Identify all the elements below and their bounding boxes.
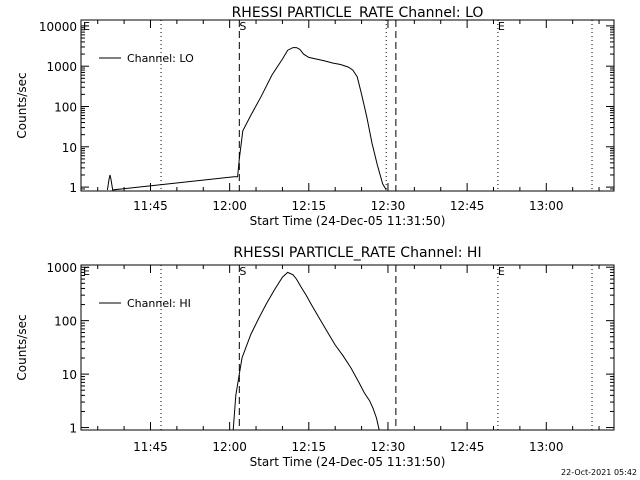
legend-entry: Channel: LO (127, 52, 194, 65)
y-tick-label: 1 (69, 422, 77, 436)
marker-label: S (239, 20, 246, 33)
marker-label: E (498, 265, 505, 278)
y-tick-label: 1 (69, 181, 77, 195)
lo-channel-chart: RHESSI PARTICLE_RATE Channel: LO 1 10 100 10… (15, 5, 615, 228)
y-tick-label: 1000 (46, 60, 77, 74)
start-marker-label: E (83, 20, 90, 33)
series-line (232, 271, 380, 431)
x-tick-label: 12:30 (371, 199, 406, 213)
x-tick-label: 13:00 (529, 199, 564, 213)
x-tick-label: 11:45 (133, 440, 168, 454)
y-tick-label: 10000 (39, 20, 77, 34)
x-tick-label: 12:45 (450, 440, 485, 454)
footer-timestamp: 22-Oct-2021 05:42 (561, 468, 637, 477)
plot-frame (80, 264, 615, 431)
x-tick-label: 12:15 (292, 440, 327, 454)
x-tick-label: 13:00 (529, 440, 564, 454)
x-axis-label: Start Time (24-Dec-05 11:31:50) (250, 455, 446, 469)
y-tick-label: 100 (54, 100, 77, 114)
legend-entry: Channel: HI (127, 297, 191, 310)
chart-title: RHESSI PARTICLE_RATE Channel: HI (233, 245, 481, 261)
x-tick-label: 12:00 (212, 199, 247, 213)
y-axis-label: Counts/sec (15, 314, 29, 380)
start-marker-label: E (83, 265, 90, 278)
marker-label: E (498, 20, 505, 33)
x-tick-label: 12:00 (212, 440, 247, 454)
y-tick-label: 10 (62, 368, 77, 382)
hi-channel-chart: RHESSI PARTICLE_RATE Channel: HI 1 10 100 10… (15, 245, 615, 469)
x-axis-label: Start Time (24-Dec-05 11:31:50) (250, 214, 446, 228)
x-tick-label: 12:30 (371, 440, 406, 454)
series-line (106, 47, 387, 191)
y-tick-label: 10 (62, 141, 77, 155)
x-tick-label: 12:45 (450, 199, 485, 213)
y-tick-label: 100 (54, 315, 77, 329)
plot-frame (80, 19, 615, 192)
x-tick-label: 11:45 (133, 199, 168, 213)
y-axis-label: Counts/sec (15, 72, 29, 138)
chart-title: RHESSI PARTICLE_RATE Channel: LO (232, 5, 484, 21)
marker-label: S (239, 265, 246, 278)
x-tick-label: 12:15 (292, 199, 327, 213)
y-tick-label: 1000 (46, 261, 77, 275)
